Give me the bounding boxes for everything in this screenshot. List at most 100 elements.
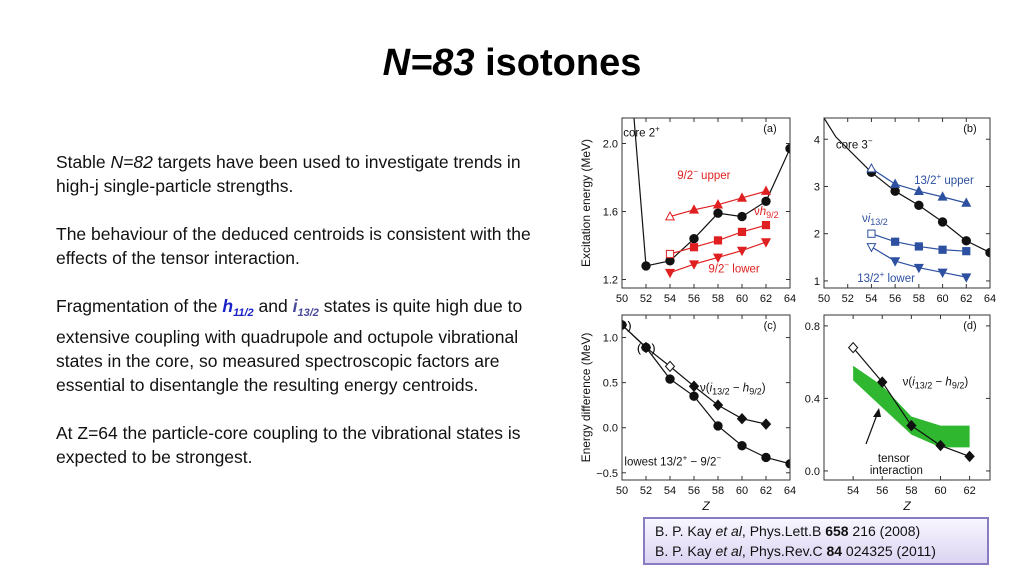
annotation-core: core 3−	[836, 137, 873, 152]
y-tick-label: 2.0	[603, 139, 618, 151]
plot-area: ()()()()	[613, 318, 790, 469]
paragraph-2: The behaviour of the deduced centroids i…	[56, 224, 531, 268]
x-tick-label: 50	[616, 293, 628, 305]
data-point-i13-56	[890, 186, 900, 196]
p1-text-2: targets have been used to investigate tr…	[56, 152, 521, 196]
x-axis-label: Z	[902, 499, 911, 510]
data-point-upper-54	[866, 162, 877, 173]
y-tick-label: 3	[814, 181, 820, 193]
x-tick-label: 54	[664, 485, 676, 497]
data-point-square-58	[713, 236, 723, 245]
ref1-author: B. P. Kay	[655, 523, 716, 539]
annotation-core: core 2+	[623, 125, 660, 140]
plot-area	[824, 118, 990, 283]
paragraph-3: Fragmentation of the h11/2 and i13/2 sta…	[56, 294, 536, 397]
panel-frame	[823, 314, 991, 481]
x-tick-label: 62	[760, 293, 772, 305]
data-point-upper-62	[760, 185, 772, 195]
i-letter: i	[292, 296, 298, 316]
panel-letter: (b)	[963, 123, 976, 135]
paren-right: )	[628, 318, 632, 332]
chart-panel-0: 50 52 54 56 58 60 62 64 1.2 1.6 2.0 (a) Excitation e…	[579, 117, 796, 305]
x-tick-label: 54	[865, 293, 877, 305]
data-point-lower-58	[712, 253, 724, 263]
x-tick-label: 54	[664, 293, 676, 305]
h-subscript: 11/2	[233, 307, 254, 319]
data-point-square-62	[761, 221, 771, 230]
panel-frame	[823, 117, 991, 289]
x-tick-label: 64	[784, 485, 796, 497]
annotation-tensor: tensor interaction	[870, 453, 923, 477]
data-point-square-56	[891, 237, 900, 246]
title-rest: isotones	[485, 42, 642, 84]
data-point-upper-54	[664, 211, 676, 221]
data-point-lowest-54	[665, 374, 675, 384]
data-point-lower-60	[937, 268, 948, 278]
data-point-lowest-50	[622, 320, 627, 330]
panel-letter: (c)	[764, 320, 777, 332]
paren-right: )	[652, 341, 656, 355]
plot-area	[633, 118, 790, 279]
ref1-journal: , Phys.Lett.B	[741, 523, 826, 539]
data-point-exp-54	[847, 341, 859, 354]
ref2-etal: et al	[715, 543, 742, 559]
data-point-h9-60	[737, 211, 747, 222]
h-symbol: h11/2	[222, 296, 254, 319]
y-axis-label: Energy difference (MeV)	[579, 333, 593, 463]
data-point-lower-62	[961, 273, 972, 283]
data-point-i13-58	[914, 200, 924, 211]
data-point-diff-54	[664, 360, 676, 373]
ref2-journal: , Phys.Rev.C	[741, 543, 827, 559]
p1-italic: N=82	[110, 152, 153, 172]
data-point-upper-58	[913, 185, 924, 195]
data-point-h9-64	[785, 143, 790, 154]
data-point-h9-52	[641, 261, 651, 271]
slide-title: N=83 isotones	[0, 42, 1024, 85]
p3-text-3: states is quite high due to extensive co…	[56, 296, 523, 395]
x-tick-label: 60	[736, 485, 748, 497]
data-point-lower-56	[890, 257, 901, 267]
data-point-i13-60	[937, 217, 948, 227]
figure-panels: 50 52 54 56 58 60 62 64 1.2 1.6 2.0 (a) Excitation e…	[579, 117, 996, 510]
data-point-h9-62	[761, 196, 771, 207]
annotation-lower: 13/2+ lower	[857, 270, 915, 285]
h-letter: h	[222, 296, 234, 316]
i-symbol: i13/2	[292, 296, 319, 319]
reference-2: B. P. Kay et al, Phys.Rev.C 84 024325 (2…	[655, 541, 977, 561]
y-tick-label: 0.0	[603, 423, 618, 435]
tensor-arrow	[865, 408, 881, 445]
data-point-lowest-62	[761, 452, 771, 463]
x-tick-label: 60	[736, 293, 748, 305]
annotation-upper: 9/2− upper	[677, 167, 730, 182]
x-tick-label: 56	[688, 293, 700, 305]
paren-left: (	[613, 318, 617, 332]
paren-left: (	[613, 318, 617, 332]
paren-right: )	[628, 318, 632, 332]
data-point-lowest-64	[785, 459, 790, 469]
series-line-core	[824, 118, 872, 173]
x-tick-label: 60	[934, 485, 946, 497]
x-tick-label: 60	[936, 293, 948, 305]
i-subscript: 13/2	[297, 307, 319, 319]
p3-text-2: and	[253, 296, 293, 316]
y-tick-label: 1.2	[603, 275, 618, 287]
data-point-square-62	[962, 247, 971, 256]
data-point-exp-62	[964, 450, 975, 463]
data-point-diff-62	[760, 418, 772, 430]
x-tick-label: 58	[712, 293, 724, 305]
panel-frame	[621, 314, 791, 481]
chart-panel-1: 50 52 54 56 58 60 62 64 1 2 3 4 (b) core 3− 13/2+ uppe…	[814, 117, 996, 305]
y-tick-label: −0.5	[596, 468, 618, 480]
ref1-rest: 216 (2008)	[848, 523, 921, 539]
chart-panel-2: ()()()()50 52 54 56 58 60 62 64−0.50.00.51.0(c)…	[579, 314, 796, 510]
data-point-lowest-56	[689, 391, 699, 401]
y-tick-label: 2	[814, 229, 820, 241]
y-tick-label: 0.8	[805, 321, 820, 333]
arrow-shaft	[865, 411, 879, 445]
data-point-exp-60	[935, 439, 946, 452]
x-tick-label: 50	[616, 485, 628, 497]
x-tick-label: 56	[889, 293, 901, 305]
y-tick-label: 1.6	[603, 207, 618, 219]
data-point-lower-54	[664, 268, 676, 279]
x-tick-label: 58	[712, 485, 724, 497]
